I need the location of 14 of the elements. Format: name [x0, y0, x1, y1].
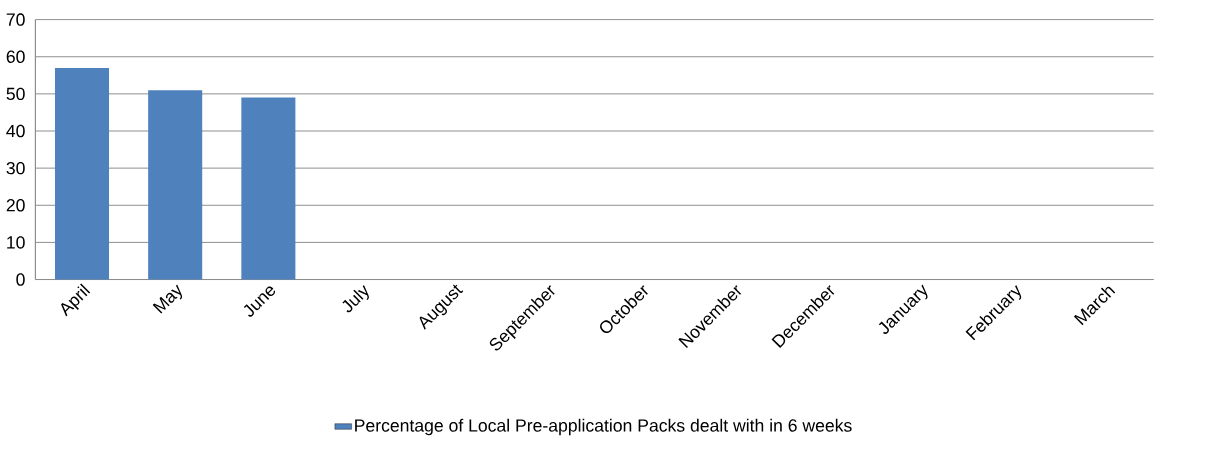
bar [241, 97, 296, 280]
y-tick-label: 30 [6, 161, 25, 175]
legend-label: Percentage of Local Pre-application Packs dealt with in 6 weeks [355, 418, 852, 436]
y-tick-label: 40 [6, 124, 25, 138]
y-tick-label: 50 [6, 87, 25, 101]
y-tick-label: 60 [6, 50, 25, 63]
y-tick-label: 70 [6, 13, 25, 26]
x-tick-label: May [152, 284, 183, 314]
y-tick-label: 10 [7, 236, 25, 249]
bar [148, 90, 203, 280]
y-tick-label: 0 [16, 273, 25, 286]
bar [54, 67, 110, 280]
x-tick-label: July [342, 285, 369, 313]
y-tick-label: 20 [6, 199, 25, 212]
